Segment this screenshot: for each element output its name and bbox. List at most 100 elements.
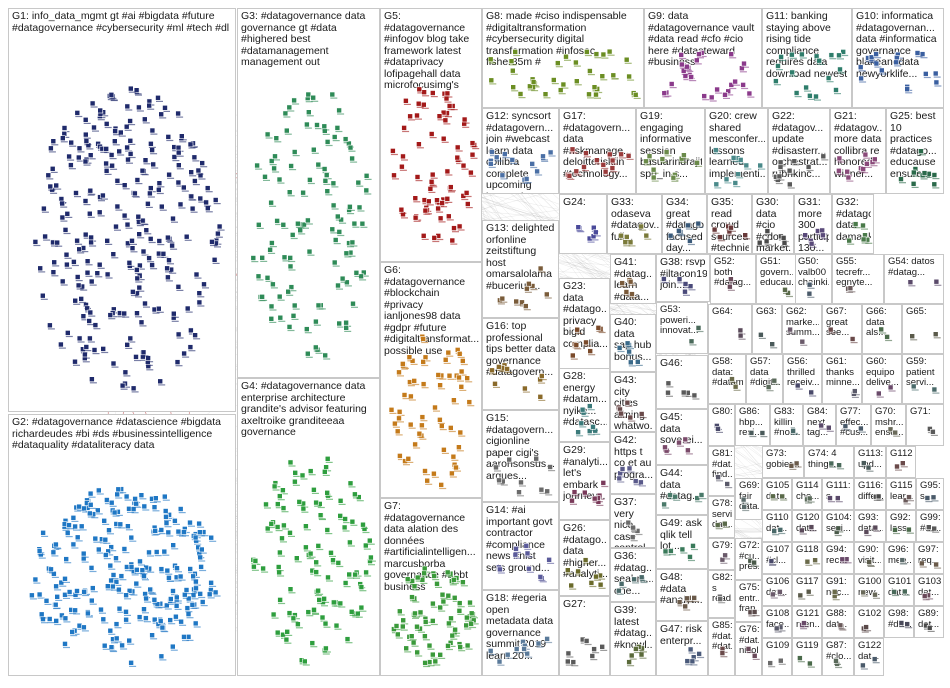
- node-g3[interactable]: [310, 94, 317, 101]
- node-g1[interactable]: [110, 360, 117, 367]
- node-g7[interactable]: [452, 626, 458, 633]
- node-g2[interactable]: [36, 591, 43, 598]
- node-g2[interactable]: [163, 514, 169, 520]
- node-g1[interactable]: [143, 227, 150, 233]
- node-g21[interactable]: [871, 156, 878, 163]
- node-g1[interactable]: [137, 262, 143, 269]
- node-g1[interactable]: [47, 322, 53, 329]
- node-g1[interactable]: [156, 305, 162, 312]
- node-g1[interactable]: [174, 359, 181, 365]
- node-g2[interactable]: [70, 514, 77, 521]
- node-g17[interactable]: [594, 157, 600, 163]
- node-g10[interactable]: [904, 86, 911, 92]
- node-g1[interactable]: [122, 369, 129, 376]
- node-g15[interactable]: [544, 488, 551, 495]
- node-g7[interactable]: [400, 617, 407, 624]
- node-g27[interactable]: [570, 659, 577, 665]
- node-g10[interactable]: [878, 67, 885, 74]
- node-g1[interactable]: [97, 107, 103, 114]
- node-g1[interactable]: [140, 349, 147, 356]
- node-g8[interactable]: [593, 51, 600, 57]
- node-g1[interactable]: [148, 185, 154, 191]
- node-g2[interactable]: [125, 523, 131, 530]
- node-g2[interactable]: [177, 573, 184, 580]
- node-g4[interactable]: [323, 645, 329, 652]
- node-g6[interactable]: [396, 408, 403, 415]
- node-g1[interactable]: [193, 271, 200, 278]
- node-g3[interactable]: [321, 123, 328, 130]
- node-g42[interactable]: [616, 475, 623, 482]
- node-g59[interactable]: [910, 383, 917, 390]
- node-g4[interactable]: [286, 610, 293, 616]
- node-g9[interactable]: [701, 93, 708, 99]
- node-g1[interactable]: [45, 172, 52, 179]
- node-g13[interactable]: [543, 291, 550, 298]
- node-g2[interactable]: [184, 605, 191, 611]
- node-g4[interactable]: [303, 523, 309, 530]
- node-g10[interactable]: [933, 79, 940, 86]
- node-g2[interactable]: [197, 554, 203, 561]
- node-g3[interactable]: [297, 227, 304, 234]
- node-g44[interactable]: [661, 501, 667, 508]
- node-g3[interactable]: [310, 146, 317, 153]
- node-g28[interactable]: [578, 420, 585, 427]
- node-g2[interactable]: [102, 536, 109, 543]
- node-g53[interactable]: [695, 325, 702, 331]
- node-g3[interactable]: [359, 220, 366, 227]
- node-g4[interactable]: [349, 518, 356, 525]
- node-g7[interactable]: [422, 619, 429, 625]
- node-g4[interactable]: [347, 539, 353, 546]
- node-g7[interactable]: [426, 642, 433, 649]
- node-g11[interactable]: [778, 54, 784, 60]
- node-g4[interactable]: [252, 557, 259, 564]
- node-g7[interactable]: [448, 615, 454, 622]
- node-g38[interactable]: [682, 288, 688, 295]
- node-g1[interactable]: [175, 283, 182, 290]
- node-g6[interactable]: [419, 422, 425, 429]
- node-g12[interactable]: [487, 161, 494, 167]
- node-g5[interactable]: [434, 197, 440, 203]
- node-g3[interactable]: [342, 136, 349, 142]
- node-g4[interactable]: [347, 480, 354, 487]
- node-g13[interactable]: [537, 265, 544, 272]
- node-g8[interactable]: [584, 49, 590, 55]
- node-g19[interactable]: [670, 174, 677, 181]
- node-g1[interactable]: [87, 187, 94, 194]
- node-g1[interactable]: [142, 300, 148, 307]
- node-g4[interactable]: [323, 464, 329, 471]
- node-g35[interactable]: [717, 234, 723, 240]
- node-g1[interactable]: [114, 203, 121, 210]
- node-g1[interactable]: [76, 154, 82, 161]
- node-g1[interactable]: [83, 138, 90, 144]
- node-g42[interactable]: [638, 479, 644, 486]
- node-g1[interactable]: [160, 251, 167, 257]
- node-g3[interactable]: [250, 255, 257, 261]
- node-g3[interactable]: [356, 204, 363, 211]
- node-g4[interactable]: [324, 489, 331, 496]
- node-g4[interactable]: [330, 557, 336, 564]
- node-g2[interactable]: [106, 527, 112, 534]
- node-g20[interactable]: [713, 181, 720, 188]
- node-g4[interactable]: [279, 535, 285, 542]
- node-g2[interactable]: [128, 564, 135, 570]
- node-g3[interactable]: [276, 293, 283, 300]
- node-g29[interactable]: [571, 489, 578, 495]
- node-g16[interactable]: [492, 380, 498, 387]
- node-g8[interactable]: [563, 53, 569, 60]
- node-g2[interactable]: [196, 520, 202, 527]
- node-g19[interactable]: [646, 153, 653, 159]
- node-g2[interactable]: [167, 617, 173, 623]
- node-g7[interactable]: [468, 610, 475, 617]
- node-g2[interactable]: [96, 546, 102, 553]
- node-g17[interactable]: [566, 173, 573, 179]
- node-g3[interactable]: [322, 352, 329, 359]
- node-g3[interactable]: [335, 282, 341, 289]
- node-g5[interactable]: [444, 196, 451, 202]
- node-g66[interactable]: [884, 334, 890, 340]
- node-g2[interactable]: [87, 501, 94, 508]
- node-g2[interactable]: [115, 486, 122, 493]
- node-g1[interactable]: [189, 205, 196, 212]
- node-g7[interactable]: [439, 591, 446, 598]
- node-g1[interactable]: [39, 292, 46, 299]
- node-g2[interactable]: [133, 580, 140, 587]
